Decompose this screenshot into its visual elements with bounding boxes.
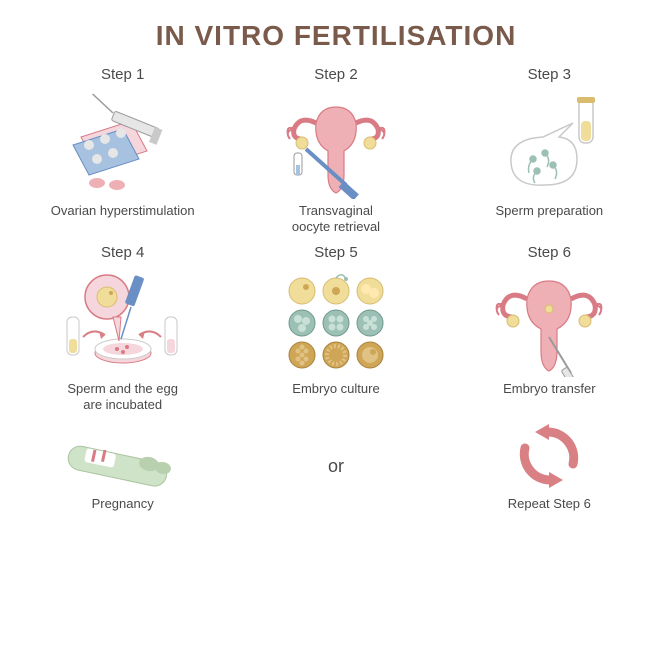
step-6-label: Step 6 xyxy=(528,244,571,261)
step-2-icon xyxy=(266,89,406,199)
step-4: Step 4 xyxy=(28,244,217,412)
step-2-caption: Transvaginal oocyte retrieval xyxy=(292,203,380,234)
step-1: Step 1 Ovarian hyperstimulation xyxy=(28,66,217,234)
step-6-icon xyxy=(479,267,619,377)
outcome-repeat: Repeat Step 6 xyxy=(455,420,644,512)
step-4-icon xyxy=(53,267,193,377)
repeat-caption: Repeat Step 6 xyxy=(508,496,591,512)
step-5-icon xyxy=(266,267,406,377)
step-5-label: Step 5 xyxy=(314,244,357,261)
or-label: or xyxy=(241,420,430,512)
step-3-caption: Sperm preparation xyxy=(495,203,603,219)
page-title: IN VITRO FERTILISATION xyxy=(28,20,644,52)
step-3: Step 3 Sperm preparation xyxy=(455,66,644,234)
outcome-pregnancy: Pregnancy xyxy=(28,420,217,512)
outcomes-row: Pregnancy or Repeat Step 6 xyxy=(28,420,644,512)
step-3-icon xyxy=(479,89,619,199)
step-5-caption: Embryo culture xyxy=(292,381,379,397)
pregnancy-caption: Pregnancy xyxy=(92,496,154,512)
step-1-label: Step 1 xyxy=(101,66,144,83)
steps-grid: Step 1 Ovarian hyperstimulation xyxy=(28,66,644,412)
step-1-caption: Ovarian hyperstimulation xyxy=(51,203,195,219)
step-6: Step 6 Embryo transfer xyxy=(455,244,644,412)
step-5: Step 5 xyxy=(241,244,430,412)
step-4-label: Step 4 xyxy=(101,244,144,261)
step-4-caption: Sperm and the egg are incubated xyxy=(67,381,178,412)
step-6-caption: Embryo transfer xyxy=(503,381,595,397)
repeat-arrows-icon xyxy=(479,420,619,492)
pregnancy-test-icon xyxy=(53,420,193,492)
step-2: Step 2 Transvaginal oocyte r xyxy=(241,66,430,234)
step-3-label: Step 3 xyxy=(528,66,571,83)
step-1-icon xyxy=(53,89,193,199)
step-2-label: Step 2 xyxy=(314,66,357,83)
